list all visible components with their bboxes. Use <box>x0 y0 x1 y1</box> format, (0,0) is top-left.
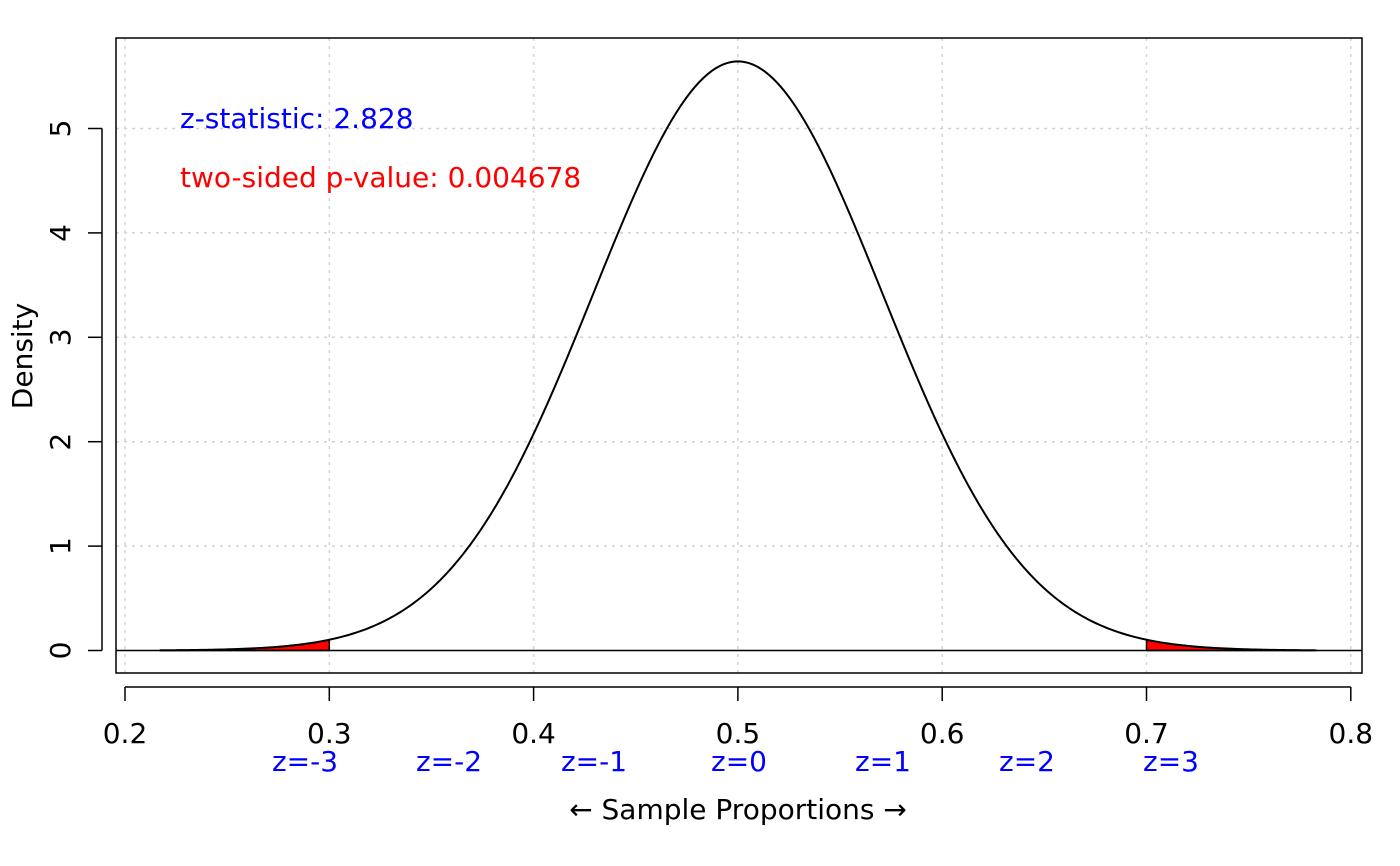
grid-lines <box>116 38 1362 673</box>
z-label: z=-2 <box>416 745 482 778</box>
p-value-annotation: two-sided p-value: 0.004678 <box>180 161 581 194</box>
z-statistic-annotation: z-statistic: 2.828 <box>180 102 414 135</box>
z-label: z=3 <box>1143 745 1199 778</box>
y-tick-label: 1 <box>44 537 77 555</box>
x-tick-label: 0.7 <box>1124 717 1169 750</box>
curve-layer <box>116 60 1362 652</box>
x-tick-label: 0.3 <box>307 717 352 750</box>
x-tick-label: 0.5 <box>716 717 761 750</box>
z-labels: z=-3 z=-2 z=-1 z=0 z=1 z=2 z=3 <box>272 745 1199 778</box>
density-curve <box>160 60 1316 652</box>
y-tick-label: 4 <box>44 224 77 242</box>
z-label: z=0 <box>711 745 767 778</box>
z-label: z=-1 <box>561 745 627 778</box>
y-tick-label: 5 <box>44 120 77 138</box>
y-axis: 0 1 2 3 4 5 <box>44 120 103 660</box>
z-label: z=2 <box>999 745 1055 778</box>
x-tick-label: 0.6 <box>920 717 965 750</box>
x-tick-label: 0.4 <box>511 717 556 750</box>
z-label: z=1 <box>855 745 911 778</box>
y-tick-label: 0 <box>44 642 77 660</box>
plot-border <box>115 37 1363 674</box>
y-axis-label: Density <box>6 303 39 409</box>
x-axis: 0.2 0.3 0.4 0.5 0.6 0.7 0.8 <box>103 686 1374 750</box>
y-tick-label: 2 <box>44 433 77 451</box>
y-tick-label: 3 <box>44 328 77 346</box>
x-axis-label: ← Sample Proportions → <box>569 793 907 826</box>
x-tick-label: 0.2 <box>103 717 148 750</box>
x-tick-label: 0.8 <box>1329 717 1374 750</box>
z-label: z=-3 <box>272 745 338 778</box>
